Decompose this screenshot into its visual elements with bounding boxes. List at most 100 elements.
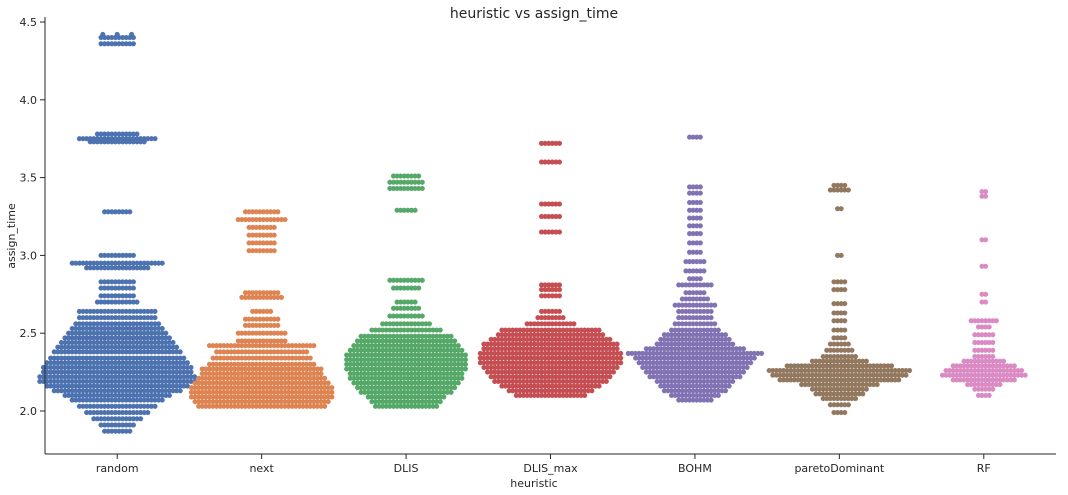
data-point (993, 318, 999, 324)
data-point (842, 301, 848, 307)
data-point (556, 213, 563, 220)
data-point (329, 389, 335, 395)
data-point (437, 327, 443, 333)
data-point (181, 355, 187, 361)
data-point (903, 372, 909, 378)
data-point (130, 252, 136, 258)
data-point (152, 315, 158, 321)
data-point (271, 248, 277, 254)
data-point (842, 410, 848, 416)
data-point (177, 349, 183, 355)
data-point (907, 367, 913, 374)
data-point (1011, 363, 1017, 369)
y-tick-label: 3.0 (20, 249, 38, 262)
data-point (842, 310, 848, 316)
data-point (556, 159, 563, 165)
data-point (607, 374, 613, 380)
data-point (278, 294, 284, 300)
data-point (130, 285, 136, 291)
data-point (708, 397, 714, 403)
data-point (853, 353, 859, 360)
x-tick-label-BOHM: BOHM (678, 462, 712, 475)
data-point (697, 240, 703, 246)
data-point (1019, 367, 1025, 374)
data-point (556, 293, 563, 299)
data-point (596, 383, 602, 389)
data-point (156, 321, 162, 327)
data-point (1011, 377, 1017, 383)
data-point (990, 347, 996, 353)
data-point (983, 299, 989, 305)
data-point (860, 391, 866, 397)
data-point (130, 279, 136, 285)
data-point (459, 375, 465, 381)
data-point (307, 355, 313, 361)
data-point (708, 308, 714, 314)
data-point (127, 428, 133, 434)
data-point (874, 381, 880, 388)
data-point (618, 360, 624, 366)
data-point (152, 403, 158, 409)
data-point (842, 279, 848, 285)
data-point (603, 378, 609, 384)
data-point (697, 215, 703, 221)
data-point (582, 392, 588, 398)
data-point (462, 352, 469, 358)
data-point (697, 276, 703, 282)
data-point (416, 305, 422, 311)
data-point (127, 209, 133, 215)
data-point (152, 308, 158, 314)
data-point (455, 343, 461, 349)
data-point (990, 386, 996, 392)
data-point (842, 287, 848, 293)
data-point (704, 296, 711, 302)
series-paretoDominant (766, 182, 913, 416)
data-point (412, 299, 418, 305)
data-point (416, 285, 422, 291)
x-tick-label-paretoDominant: paretoDominant (794, 462, 884, 475)
data-point (614, 346, 620, 352)
data-point (838, 206, 844, 212)
data-point (986, 392, 992, 398)
data-point (145, 410, 151, 416)
data-point (271, 224, 277, 230)
data-point (838, 252, 844, 258)
data-point (614, 341, 620, 347)
x-tick-label-RF: RF (977, 462, 991, 475)
data-point (275, 290, 281, 296)
y-tick-label: 2.5 (20, 327, 38, 340)
y-tick-label: 4.0 (20, 94, 38, 107)
data-point (614, 364, 620, 370)
data-point (842, 327, 848, 333)
x-tick-label-DLIS_max: DLIS_max (523, 462, 578, 475)
data-point (715, 327, 721, 333)
data-point (697, 231, 703, 237)
data-point (730, 378, 736, 384)
data-point (184, 360, 190, 366)
data-point (712, 302, 718, 308)
data-point (166, 335, 172, 341)
data-point (322, 375, 328, 381)
data-point (437, 399, 443, 405)
data-point (1001, 358, 1007, 364)
data-point (452, 385, 458, 391)
data-point (152, 136, 158, 142)
data-point (434, 403, 440, 409)
data-point (726, 383, 732, 389)
data-point (459, 347, 465, 353)
data-point (556, 282, 563, 288)
data-point (556, 140, 563, 146)
data-point (455, 380, 461, 386)
series-next (188, 209, 335, 409)
data-point (983, 237, 989, 243)
data-point (596, 327, 602, 333)
data-point (318, 366, 324, 372)
y-axis-label: assign_time (5, 203, 18, 269)
data-point (701, 259, 707, 265)
data-point (311, 361, 317, 367)
y-tick-label: 4.5 (20, 16, 38, 29)
data-point (419, 185, 425, 192)
data-point (889, 363, 895, 369)
data-point (275, 316, 281, 322)
data-point (163, 330, 169, 336)
